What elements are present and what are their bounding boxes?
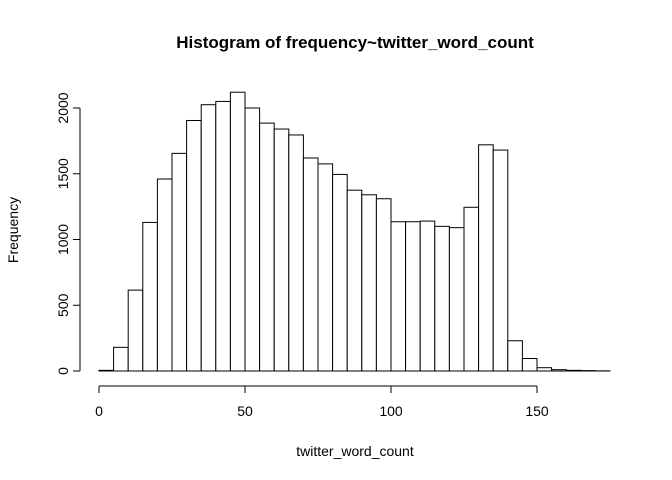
histogram-bar [229,91,246,372]
histogram-bar [302,157,319,372]
y-tick-label: 2000 [55,92,71,123]
histogram-bar [259,122,275,372]
histogram-bar [98,369,115,372]
histogram-bar [273,128,290,372]
x-axis-label: twitter_word_count [296,443,414,459]
y-axis-label: Frequency [5,197,21,263]
histogram-bar [215,100,231,372]
x-axis: 0 50 100 150 [95,385,549,419]
histogram-bar [478,144,494,372]
histogram-bar [361,194,377,372]
histogram-bar [332,173,348,372]
histogram-bar [317,163,334,372]
x-tick-label: 150 [525,403,549,419]
y-tick-label: 1500 [55,158,71,189]
histogram-bar [156,178,173,372]
bars-group [98,91,611,372]
histogram-bar [536,367,553,372]
histogram-bar [405,221,421,372]
histogram-bar [244,107,261,372]
histogram-bar [521,358,538,372]
x-tick-label: 100 [379,403,403,419]
y-tick-label: 0 [55,367,71,375]
histogram-bar [551,369,567,372]
histogram-bar [200,104,217,372]
histogram-bar [565,369,582,372]
chart-title: Histogram of frequency~twitter_word_coun… [176,33,534,52]
histogram-bar [463,206,480,372]
histogram-bar [113,346,129,372]
y-tick-label: 500 [55,293,71,317]
histogram-bar [507,340,523,372]
histogram-bar [492,149,509,372]
histogram-bar [142,221,158,372]
histogram-bar [448,227,465,372]
histogram-bar [434,225,450,372]
histogram-bar [390,221,407,372]
histogram-bar [171,152,188,372]
histogram-bar [186,119,202,372]
histogram-bar [127,289,144,372]
x-tick-label: 50 [237,403,253,419]
histogram-bar [419,220,436,372]
y-tick-label: 1000 [55,224,71,255]
y-axis: 0 500 1000 1500 2000 [55,92,81,375]
histogram-bar [375,198,392,372]
histogram-bar [346,189,363,372]
x-tick-label: 0 [95,403,103,419]
histogram-bar [288,134,304,372]
